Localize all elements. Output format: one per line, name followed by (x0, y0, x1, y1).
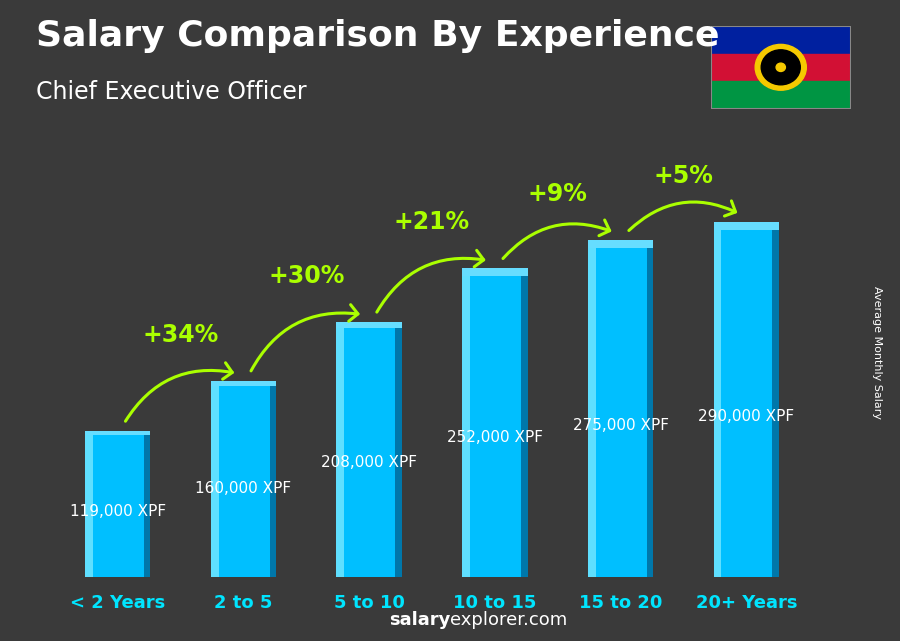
Text: salary: salary (389, 612, 450, 629)
Bar (588, 240, 653, 248)
Bar (463, 268, 527, 276)
Bar (211, 381, 219, 577)
Text: +9%: +9% (527, 182, 588, 206)
Bar (337, 322, 401, 328)
Bar (647, 240, 653, 577)
Circle shape (776, 63, 786, 72)
Text: +30%: +30% (268, 264, 345, 288)
Text: Average Monthly Salary: Average Monthly Salary (872, 286, 883, 419)
FancyBboxPatch shape (463, 268, 527, 577)
Text: Chief Executive Officer: Chief Executive Officer (36, 80, 307, 104)
Bar (395, 322, 401, 577)
Text: 160,000 XPF: 160,000 XPF (195, 481, 292, 496)
Text: 2 to 5: 2 to 5 (214, 594, 273, 612)
Text: 252,000 XPF: 252,000 XPF (447, 431, 543, 445)
Bar (711, 26, 850, 54)
Bar (211, 381, 276, 386)
Circle shape (761, 50, 800, 85)
Bar (85, 431, 93, 577)
FancyBboxPatch shape (211, 381, 276, 577)
FancyBboxPatch shape (337, 322, 401, 577)
Text: 275,000 XPF: 275,000 XPF (572, 418, 669, 433)
Bar (521, 268, 527, 577)
FancyArrowPatch shape (125, 363, 232, 421)
FancyArrowPatch shape (629, 201, 735, 231)
FancyBboxPatch shape (588, 240, 653, 577)
Bar (711, 81, 850, 109)
Bar (772, 222, 779, 577)
Bar (463, 268, 470, 577)
Text: +5%: +5% (653, 163, 714, 188)
Text: +34%: +34% (142, 323, 219, 347)
Text: Salary Comparison By Experience: Salary Comparison By Experience (36, 19, 719, 53)
Text: +21%: +21% (394, 210, 470, 235)
Text: 15 to 20: 15 to 20 (579, 594, 662, 612)
Text: explorer.com: explorer.com (450, 612, 567, 629)
FancyBboxPatch shape (85, 431, 150, 577)
Bar (270, 381, 276, 577)
Bar (144, 431, 150, 577)
Bar (714, 222, 779, 230)
Text: 5 to 10: 5 to 10 (334, 594, 405, 612)
Text: 290,000 XPF: 290,000 XPF (698, 410, 795, 424)
FancyArrowPatch shape (251, 304, 358, 371)
Text: 208,000 XPF: 208,000 XPF (321, 454, 417, 470)
Text: < 2 Years: < 2 Years (70, 594, 166, 612)
Bar (588, 240, 596, 577)
Bar (711, 54, 850, 81)
Text: 119,000 XPF: 119,000 XPF (69, 504, 166, 519)
Text: 20+ Years: 20+ Years (696, 594, 797, 612)
Text: 10 to 15: 10 to 15 (454, 594, 536, 612)
FancyBboxPatch shape (714, 222, 779, 577)
Bar (714, 222, 722, 577)
Bar (337, 322, 345, 577)
FancyArrowPatch shape (377, 251, 483, 312)
Bar (85, 431, 150, 435)
FancyArrowPatch shape (503, 220, 609, 258)
Circle shape (755, 44, 806, 90)
